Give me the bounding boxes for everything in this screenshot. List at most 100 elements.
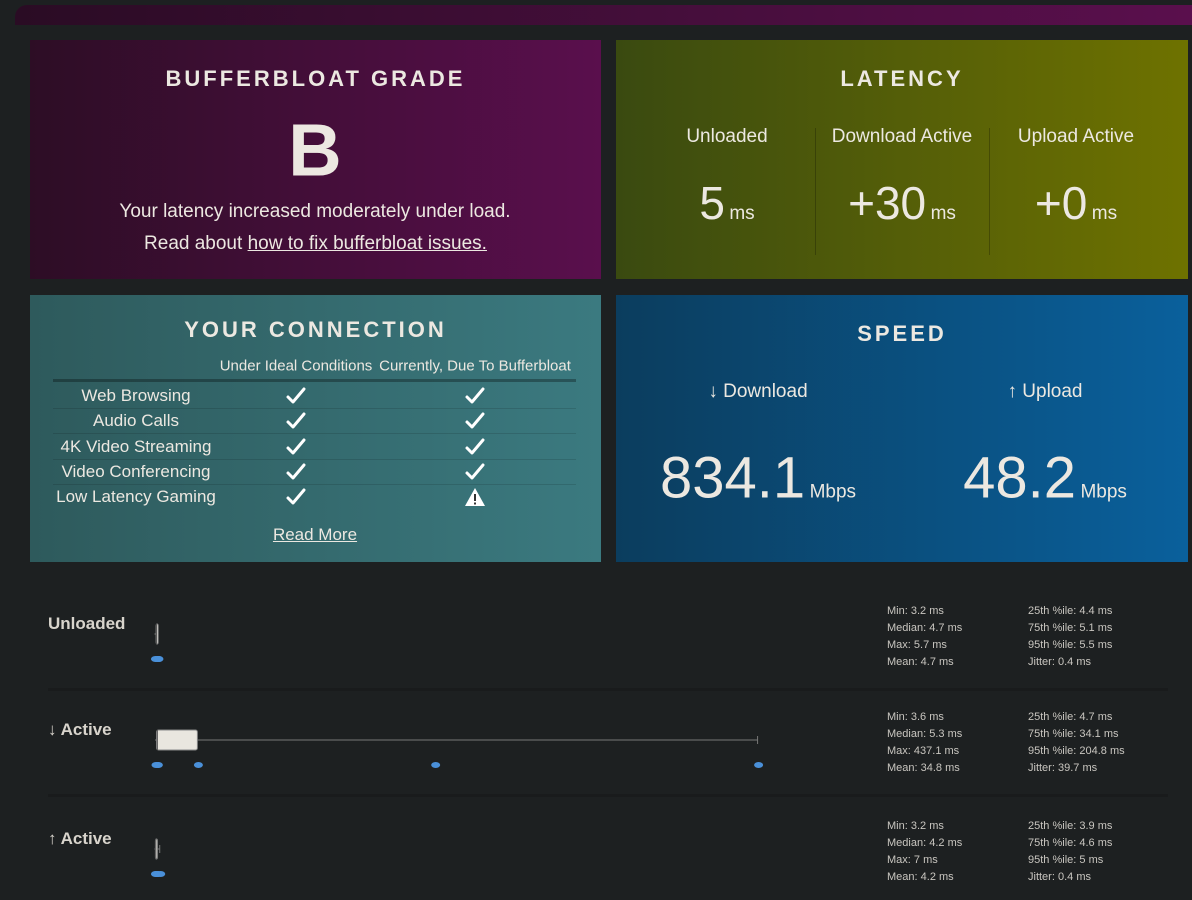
speed-value: 834.1 [659,445,806,511]
stat-label: Max: [887,639,911,651]
column-header: Under Ideal Conditions [219,357,373,375]
row-label: Unloaded [48,614,126,633]
stat-value: 3.6 [910,711,927,723]
stat-label: Mean: [887,656,918,668]
stat-unit: ms [1097,622,1113,634]
sample-dot [754,762,764,768]
stat-unit: ms [1097,837,1113,849]
header-rule [53,379,576,382]
stat-unit: ms [1103,728,1119,740]
stat-value: 4.7 [920,656,936,668]
stat-label: Median: [887,728,927,740]
stat-line: 25th %ile: 4.4 ms [1028,605,1112,617]
speed-value-line: 834.1 Mbps [660,445,856,512]
stat-unit: ms [1076,871,1091,883]
stat-line: Min: 3.6 ms [887,711,944,723]
stat-unit: ms [923,854,938,866]
check-icon [286,488,306,505]
speed-unit: Mbps [809,481,857,503]
check-icon [286,463,306,480]
stat-label: Mean: [887,871,918,883]
stat-line: Min: 3.2 ms [887,820,944,832]
stat-unit: ms [1097,820,1113,832]
stat-unit: ms [929,711,944,723]
column-header: Currently, Due To Bufferbloat [379,357,571,375]
stat-value: 3.9 [1079,820,1095,832]
stat-line: Max: 5.7 ms [887,639,947,651]
sample-dot [431,762,441,768]
check-icon [465,463,485,480]
warning-icon [465,488,485,507]
stat-value: 204.8 [1079,745,1107,757]
check-icon [465,387,485,404]
stat-unit: ms [945,762,960,774]
row-rule [53,433,576,435]
stat-line: Median: 5.3 ms [887,728,962,740]
stat-unit: ms [1097,639,1113,651]
stat-value: 5.5 [1079,639,1095,651]
read-more-link[interactable]: Read More [272,525,358,544]
stat-label: 75th %ile: [1028,728,1077,740]
speed-label: ↓ Download [708,381,808,402]
row-label: Video Conferencing [61,461,211,481]
latency-unit: ms [729,203,755,224]
stat-unit: ms [947,622,963,634]
stat-line: Median: 4.2 ms [887,837,962,849]
stat-unit: ms [939,871,954,883]
stat-value: 4.7 [929,622,945,634]
stat-label: Min: [887,711,908,723]
row-divider [48,794,1168,797]
row-divider [48,688,1168,691]
latency-label: Upload Active [1017,126,1135,147]
sample-dot [193,762,203,768]
stat-line: 75th %ile: 34.1 ms [1028,728,1119,740]
stat-label: Jitter: [1028,762,1055,774]
stat-label: Min: [887,820,908,832]
stat-label: Median: [887,837,927,849]
header-strip [15,5,1192,25]
stat-label: Jitter: [1028,871,1055,883]
stat-unit: ms [1088,854,1104,866]
stat-line: Median: 4.7 ms [887,622,962,634]
stat-value: 437.1 [913,745,942,757]
box [156,729,198,751]
stat-value: 4.2 [920,871,936,883]
stat-label: 75th %ile: [1028,837,1077,849]
speed-card: SPEED ↓ Download 834.1 Mbps ↑ Upload 48.2 Mb… [616,295,1188,562]
row-label: 4K Video Streaming [60,436,212,456]
stat-unit: ms [1109,745,1125,757]
stat-unit: ms [1082,762,1098,774]
divider [989,128,990,255]
stat-label: 75th %ile: [1028,622,1077,634]
stat-unit: ms [944,745,960,757]
row-label: ↓ Active [48,720,112,739]
speed-label: ↑ Upload [1007,381,1083,402]
stat-unit: ms [929,605,944,617]
stat-label: 95th %ile: [1028,745,1077,757]
row-label: Low Latency Gaming [56,487,216,507]
grade-link-line: Read about how to fix bufferbloat issues… [30,233,601,255]
grade-card: BUFFERBLOAT GRADE B Your latency increased… [30,40,601,279]
stat-value: 4.7 [1079,711,1095,723]
stat-value: 3.2 [910,605,927,617]
stat-unit: ms [1076,656,1091,668]
fix-link[interactable]: how to fix bufferbloat issues. [247,233,487,254]
latency-value: 5 [699,177,725,229]
stat-unit: ms [947,837,963,849]
row-label: ↑ Active [48,829,112,848]
stat-value: 7 [913,854,921,866]
stat-line: 95th %ile: 5 ms [1028,854,1103,866]
card-title: LATENCY [840,66,964,91]
latency-value: +0 [1034,177,1088,229]
stat-label: 95th %ile: [1028,854,1077,866]
stat-unit: ms [1097,605,1113,617]
check-icon [286,438,306,455]
row-rule [53,458,576,460]
stat-line: 95th %ile: 204.8 ms [1028,745,1125,757]
stat-label: Max: [887,854,911,866]
row-rule [53,483,576,485]
stat-value: 0.4 [1057,656,1074,668]
sample-dot [153,762,163,768]
stat-line: 75th %ile: 5.1 ms [1028,622,1112,634]
